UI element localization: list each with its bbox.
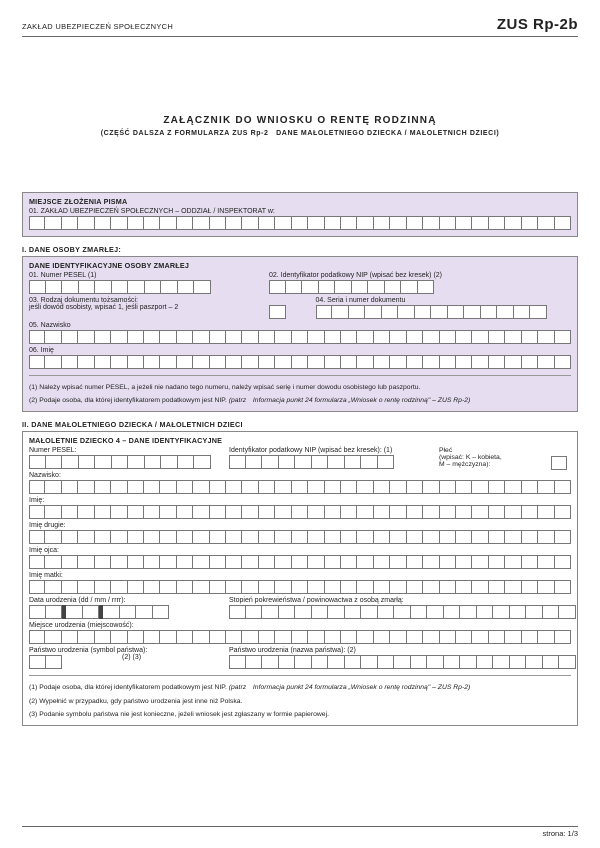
dob-cells[interactable] <box>29 605 229 619</box>
child-surname-cells[interactable] <box>29 480 571 494</box>
s3-fn3: (3) Podanie symbolu państwa nie jest kon… <box>29 710 571 719</box>
child-name2-cells[interactable] <box>29 530 571 544</box>
s3-fn1b: (patrz Informacja punkt 24 formularza „W… <box>229 684 471 691</box>
section-child: MAŁOLETNIE DZIECKO 4 – DANE IDENTYFIKACY… <box>22 431 578 726</box>
surname-cells[interactable] <box>29 330 571 344</box>
s2-box-title: DANE IDENTYFIKACYJNE OSOBY ZMARŁEJ <box>29 261 571 270</box>
country-name-cells[interactable] <box>229 655 576 669</box>
s3-imie-matki: Imię matki: <box>29 572 571 579</box>
s2-fn2b: (patrz Informacja punkt 24 formularza „W… <box>229 397 471 404</box>
country-sym-cells[interactable] <box>29 655 62 669</box>
s3-miejsce-ur: Miejsce urodzenia (miejscowość): <box>29 622 571 629</box>
s1-title: MIEJSCE ZŁOŻENIA PISMA <box>29 197 571 206</box>
page-footer: strona: 1/3 <box>22 826 578 838</box>
s3-imie2: Imię drugie: <box>29 522 571 529</box>
page-header: ZAKŁAD UBEZPIECZEŃ SPOŁECZNYCH ZUS Rp-2b <box>22 16 578 37</box>
s3-fn1a: (1) Podaje osoba, dla której identyfikat… <box>29 684 227 691</box>
s2-fn2a: (2) Podaje osoba, dla której identyfikat… <box>29 397 227 404</box>
child-name-cells[interactable] <box>29 505 571 519</box>
child-nip-cells[interactable] <box>229 455 439 469</box>
relation-cells[interactable] <box>229 605 576 619</box>
mother-name-cells[interactable] <box>29 580 571 594</box>
s2-fn1: (1) Należy wpisać numer PESEL, a jeżeli … <box>29 383 571 392</box>
s3-data-ur: Data urodzenia (dd / mm / rrrr): <box>29 597 229 604</box>
s2-l03: 03. Rodzaj dokumentu tożsamości: <box>29 297 269 304</box>
s2-l02: 02. Identyfikator podatkowy NIP (wpisać … <box>269 272 442 279</box>
title-block: ZAŁĄCZNIK DO WNIOSKU O RENTĘ RODZINNĄ (C… <box>22 115 578 137</box>
s3-stopien: Stopień pokrewieństwa / powinowactwa z o… <box>229 597 576 604</box>
page-number: strona: 1/3 <box>543 829 578 838</box>
s2-l04: 04. Seria i numer dokumentu <box>316 297 547 304</box>
section-submission-place: MIEJSCE ZŁOŻENIA PISMA 01. ZAKŁAD UBEZPI… <box>22 192 578 237</box>
form-code: ZUS Rp-2b <box>497 16 578 33</box>
s2-l01: 01. Numer PESEL (1) <box>29 272 229 279</box>
title-sub: (CZĘŚĆ DALSZA Z FORMULARZA ZUS Rp-2 DANE… <box>22 130 578 137</box>
s2-header: I. DANE OSOBY ZMARŁEJ: <box>22 245 578 254</box>
doc-series-cells[interactable] <box>316 305 547 319</box>
header-org: ZAKŁAD UBEZPIECZEŃ SPOŁECZNYCH <box>22 22 173 31</box>
s3-panstwo-naz: Państwo urodzenia (nazwa państwa): (2) <box>229 647 576 654</box>
pesel-cells[interactable] <box>29 280 229 294</box>
s3-header: II. DANE MAŁOLETNIEGO DZIECKA / MAŁOLETN… <box>22 420 578 429</box>
nip-cells[interactable] <box>269 280 442 294</box>
title-main: ZAŁĄCZNIK DO WNIOSKU O RENTĘ RODZINNĄ <box>22 115 578 126</box>
section-deceased: DANE IDENTYFIKACYJNE OSOBY ZMARŁEJ 01. N… <box>22 256 578 412</box>
sex-cell[interactable] <box>551 456 568 470</box>
s3-imie-ojca: Imię ojca: <box>29 547 571 554</box>
child-pesel-cells[interactable] <box>29 455 229 469</box>
s3-plec: Płeć <box>439 447 571 454</box>
doc-type-cell[interactable] <box>269 305 286 319</box>
s1-line01: 01. ZAKŁAD UBEZPIECZEŃ SPOŁECZNYCH – ODD… <box>29 208 571 215</box>
name-cells[interactable] <box>29 355 571 369</box>
birthplace-cells[interactable] <box>29 630 571 644</box>
s3-nazwisko: Nazwisko: <box>29 472 571 479</box>
form-page: ZAKŁAD UBEZPIECZEŃ SPOŁECZNYCH ZUS Rp-2b… <box>0 0 600 848</box>
s2-l06: 06. Imię <box>29 347 571 354</box>
s1-cells[interactable] <box>29 216 571 230</box>
s3-fn2: (2) Wypełnić w przypadku, gdy państwo ur… <box>29 697 571 706</box>
s3-imie: Imię: <box>29 497 571 504</box>
s2-l05: 05. Nazwisko <box>29 322 571 329</box>
s3-panstwo-sym2: (2) (3) <box>122 654 141 669</box>
s3-box-title: MAŁOLETNIE DZIECKO 4 – DANE IDENTYFIKACY… <box>29 436 571 445</box>
s3-pesel: Numer PESEL: <box>29 447 229 454</box>
s3-nip: Identyfikator podatkowy NIP (wpisać bez … <box>229 447 439 454</box>
s2-l03b: jeśli dowód osobisty, wpisać 1, jeśli pa… <box>29 304 269 311</box>
father-name-cells[interactable] <box>29 555 571 569</box>
s3-panstwo-sym: Państwo urodzenia (symbol państwa): <box>29 647 229 654</box>
